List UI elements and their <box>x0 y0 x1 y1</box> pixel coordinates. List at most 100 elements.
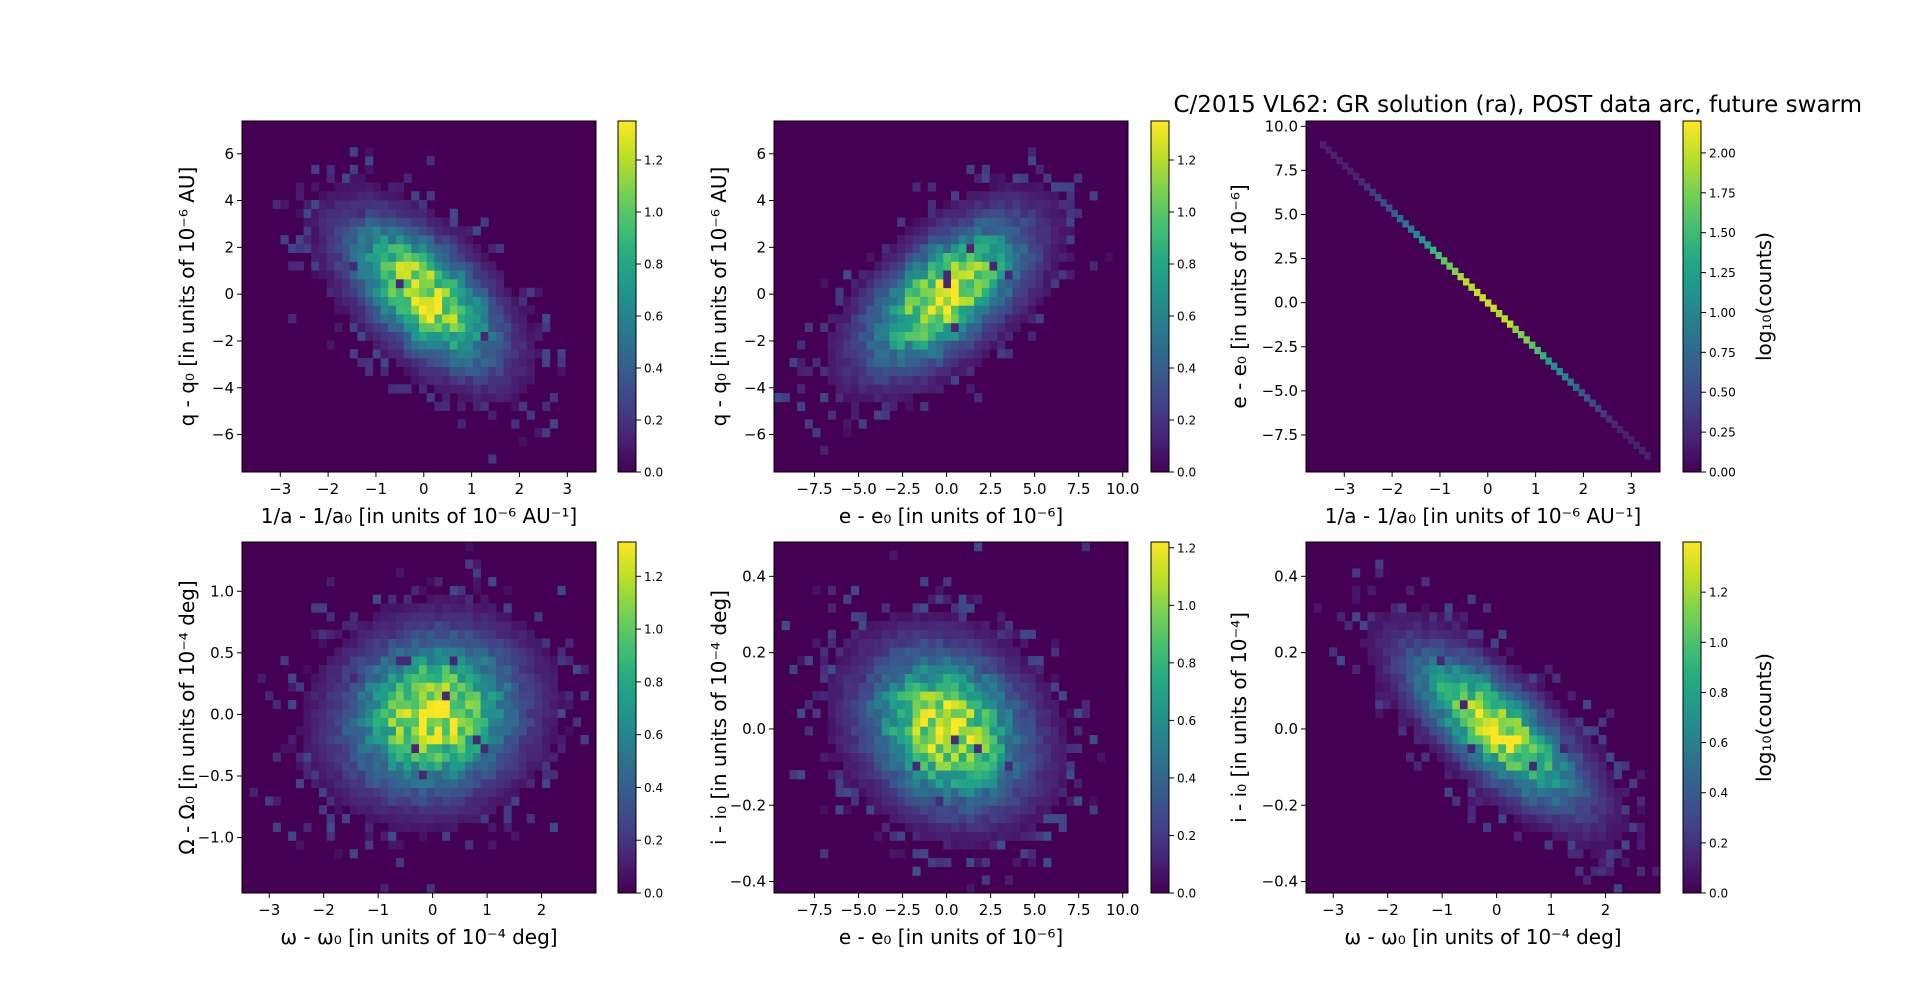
heatmap-cell <box>904 673 913 683</box>
heatmap-cell <box>997 814 1006 824</box>
heatmap-cell <box>989 322 998 332</box>
heatmap-cell <box>881 305 890 315</box>
heatmap-cell <box>388 743 397 754</box>
heatmap-cell <box>372 682 381 692</box>
heatmap-cell <box>943 305 952 315</box>
heatmap-cell <box>1490 664 1499 675</box>
heatmap-cell <box>966 366 975 376</box>
heatmap-cell <box>1452 726 1461 736</box>
heatmap-cell <box>943 278 952 289</box>
heatmap-cell <box>951 314 960 324</box>
heatmap-cell <box>927 770 937 780</box>
heatmap-cell <box>1074 726 1083 736</box>
heatmap-cell <box>526 322 535 332</box>
heatmap-cell <box>897 752 906 762</box>
heatmap-cell <box>904 796 913 806</box>
heatmap-cell <box>303 699 312 710</box>
heatmap-cell <box>488 717 497 727</box>
heatmap-cell <box>943 656 952 666</box>
heatmap-cell <box>1382 656 1392 666</box>
heatmap-cell <box>951 761 960 771</box>
heatmap-cell <box>1490 717 1499 727</box>
heatmap-cell <box>1382 664 1392 675</box>
heatmap-cell <box>935 822 944 832</box>
heatmap-cell <box>1613 831 1622 841</box>
heatmap-cell <box>951 296 960 306</box>
heatmap-cell <box>480 340 489 350</box>
heatmap-cell <box>318 664 328 675</box>
heatmap-cell <box>958 726 967 736</box>
heatmap-cell <box>311 252 320 262</box>
heatmap-cell <box>951 656 960 666</box>
heatmap-cell <box>943 752 952 762</box>
heatmap-cell <box>935 787 944 797</box>
colorbar: 0.00.20.40.60.81.01.2 <box>1150 541 1196 901</box>
heatmap-cell <box>395 314 405 324</box>
heatmap-cell <box>920 375 929 385</box>
heatmap-cell <box>912 866 921 876</box>
heatmap-cell <box>357 357 366 368</box>
heatmap-cell <box>526 638 535 648</box>
heatmap-cell <box>966 814 975 824</box>
heatmap-cell <box>1429 743 1438 754</box>
heatmap-cell <box>472 717 481 727</box>
heatmap-cell <box>827 585 836 596</box>
heatmap-cell <box>1483 787 1492 797</box>
heatmap-cell <box>1606 831 1615 841</box>
heatmap-cell <box>365 252 374 262</box>
heatmap-cell <box>989 664 998 675</box>
heatmap-cell <box>365 743 374 754</box>
heatmap-cell <box>927 384 937 394</box>
heatmap-cell <box>1012 743 1021 754</box>
heatmap-cell <box>365 217 374 227</box>
heatmap-cell <box>974 199 983 210</box>
heatmap-cell <box>488 796 497 806</box>
heatmap-cell <box>1051 270 1060 280</box>
heatmap-cell <box>1027 278 1037 289</box>
heatmap-cell <box>927 305 937 315</box>
heatmap-cell <box>342 708 351 718</box>
heatmap-cell <box>943 761 952 771</box>
heatmap-cell <box>472 770 481 780</box>
heatmap-cell <box>904 226 913 236</box>
heatmap-cell <box>789 664 798 675</box>
heatmap-cell <box>881 629 890 639</box>
heatmap-cell <box>1590 849 1599 859</box>
heatmap-cell <box>1575 752 1584 762</box>
heatmap-cell <box>927 717 937 727</box>
heatmap-cell <box>1613 761 1622 771</box>
heatmap-cell <box>1435 251 1442 260</box>
heatmap-cell <box>1544 805 1553 815</box>
heatmap-cell <box>372 305 381 315</box>
heatmap-cell <box>426 664 435 675</box>
heatmap-cell <box>904 717 913 727</box>
heatmap-cell <box>920 743 929 754</box>
heatmap-cell <box>488 366 497 376</box>
heatmap-cell <box>1421 699 1430 710</box>
heatmap-cell <box>1521 761 1530 771</box>
heatmap-cell <box>357 173 366 183</box>
heatmap-cell <box>1521 682 1530 692</box>
heatmap-cell <box>1020 743 1029 754</box>
heatmap-cell <box>1498 743 1507 754</box>
heatmap-cell <box>349 656 358 666</box>
heatmap-cell <box>465 349 474 359</box>
heatmap-cell <box>958 647 967 657</box>
heatmap-cell <box>511 314 520 324</box>
heatmap-cell <box>974 682 983 692</box>
heatmap-cell <box>904 612 913 622</box>
heatmap-cell <box>426 252 435 262</box>
heatmap-cell <box>1490 796 1499 806</box>
heatmap-cell <box>935 594 944 604</box>
heatmap-cell <box>434 603 443 613</box>
heatmap-cell <box>850 314 860 324</box>
heatmap-cell <box>997 664 1006 675</box>
heatmap-cell <box>349 673 358 683</box>
heatmap-cell <box>334 629 343 639</box>
heatmap-cell <box>1051 743 1060 754</box>
heatmap-cell <box>434 331 443 341</box>
heatmap-cell <box>1598 822 1607 832</box>
heatmap-cell <box>1483 708 1492 718</box>
heatmap-cell <box>365 287 374 297</box>
heatmap-cell <box>311 226 320 236</box>
